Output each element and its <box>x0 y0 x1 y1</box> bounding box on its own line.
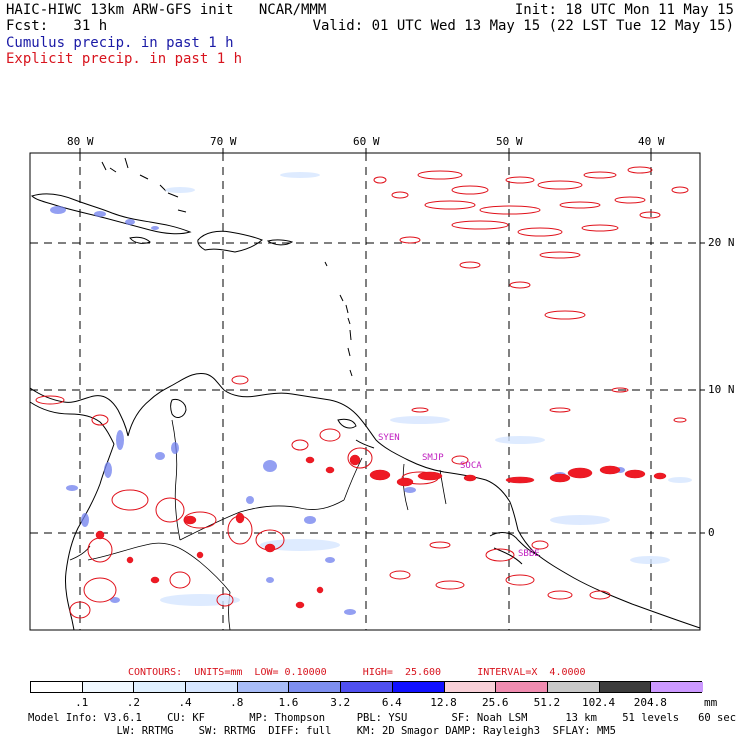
colorbar-cell <box>289 682 342 692</box>
explicit-legend: Explicit precip. in past 1 h <box>6 51 243 67</box>
colorbar-label: 25.6 <box>481 696 509 709</box>
colorbar-label: .8 <box>230 696 244 709</box>
cumulus-precip <box>50 206 625 615</box>
colorbar-label: .4 <box>178 696 192 709</box>
suriname-french-guiana-border <box>439 469 447 505</box>
colorbar-cell <box>599 682 652 692</box>
jamaica-coast <box>129 236 151 244</box>
map-frame <box>29 152 701 631</box>
colorbar <box>30 681 703 693</box>
colorbar-label: 1.6 <box>278 696 299 709</box>
country-borders <box>69 419 447 631</box>
south-america-north-coast <box>127 373 701 629</box>
colorbar-label: 102.4 <box>582 696 616 709</box>
colombia-venezuela-border <box>171 419 181 541</box>
colorbar-label: 51.2 <box>533 696 561 709</box>
lat-label-0: 0 <box>708 526 715 539</box>
colorbar-cell <box>651 682 703 692</box>
coastlines <box>29 157 701 631</box>
station-labels: SYEN SMJP SOCA SBBE <box>378 433 540 559</box>
explicit-precip-cores <box>95 454 667 609</box>
central-america-pacific <box>29 401 115 445</box>
orinoco-delta <box>355 439 375 449</box>
puerto-rico-coast <box>266 239 294 246</box>
lat-label-20n: 20 N <box>708 236 735 249</box>
colorbar-cell <box>547 682 600 692</box>
colorbar-label: .2 <box>126 696 140 709</box>
colombia-peru-border <box>87 542 231 593</box>
colorbar-label: .1 <box>75 696 89 709</box>
lon-label-40w: 40 W <box>638 135 665 148</box>
lake-maracaibo <box>170 399 187 418</box>
init-time: Init: 18 UTC Mon 11 May 15 <box>514 2 734 18</box>
bahamas-coast <box>101 157 187 213</box>
colorbar-cell <box>237 682 290 692</box>
lat-label-10n: 10 N <box>708 383 735 396</box>
lon-label-70w: 70 W <box>210 135 237 148</box>
colorbar-cell <box>82 682 135 692</box>
lon-label-50w: 50 W <box>496 135 523 148</box>
colorbar-label: 3.2 <box>330 696 351 709</box>
guyana-suriname-border <box>402 463 409 511</box>
cumulus-light <box>160 172 692 606</box>
trinidad-coast <box>337 418 357 429</box>
valid-time: Valid: 01 UTC Wed 13 May 15 (22 LST Tue … <box>312 18 734 34</box>
colorbar-unit: mm <box>704 696 718 709</box>
cuba-coast <box>31 193 192 235</box>
station-sbbe: SBBE <box>518 549 540 559</box>
lon-label-80w: 80 W <box>67 135 94 148</box>
hispaniola-coast <box>197 230 263 253</box>
colorbar-cell <box>186 682 238 692</box>
colorbar-cell <box>392 682 445 692</box>
colorbar-cell <box>134 682 187 692</box>
pacific-coast <box>65 443 115 631</box>
colorbar-cell <box>444 682 497 692</box>
model-info-line2: LW: RRTMG SW: RRTMG DIFF: full KM: 2D Sm… <box>28 725 616 737</box>
lesser-antilles-coast <box>324 261 353 377</box>
venezuela-guyana-border <box>343 457 363 501</box>
model-title: HAIC-HIWC 13km ARW-GFS init NCAR/MMM <box>6 2 327 18</box>
station-soca: SOCA <box>460 461 482 471</box>
lon-label-60w: 60 W <box>353 135 380 148</box>
explicit-precip-contours <box>35 166 689 619</box>
frame-ticks <box>79 148 705 534</box>
colorbar-label: 12.8 <box>430 696 457 709</box>
venezuela-brazil-border <box>179 499 345 541</box>
ecuador-border <box>69 545 91 561</box>
colorbar-cell <box>31 682 83 692</box>
model-info-line1: Model Info: V3.6.1 CU: KF MP: Thompson P… <box>28 712 737 724</box>
cumulus-legend: Cumulus precip. in past 1 h <box>6 35 234 51</box>
forecast-hour: Fcst: 31 h <box>6 18 108 34</box>
colorbar-cell <box>496 682 548 692</box>
colorbar-label: 204.8 <box>633 696 667 709</box>
colorbar-label: 6.4 <box>381 696 402 709</box>
station-smjp: SMJP <box>422 453 444 463</box>
station-syen: SYEN <box>378 433 400 443</box>
central-america-coast <box>29 387 129 437</box>
contours-info: CONTOURS: UNITS=mm LOW= 0.10000 HIGH= 25… <box>128 667 586 678</box>
colorbar-cell <box>341 682 393 692</box>
